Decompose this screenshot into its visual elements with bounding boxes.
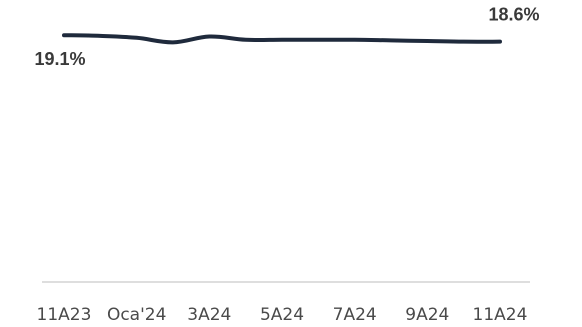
data-label-0: 19.1% [34, 49, 85, 69]
x-tick-label: 5A24 [260, 305, 304, 325]
series-layer [62, 33, 502, 45]
x-tick-label: 11A24 [473, 305, 528, 325]
x-tick-label: 11A23 [37, 305, 92, 325]
data-label-layer: 19.1% 18.6% [34, 5, 539, 70]
x-tick-label: 9A24 [405, 305, 449, 325]
data-label-1: 18.6% [488, 5, 539, 25]
x-tick-label: Oca'24 [107, 305, 166, 325]
x-tick-label: 7A24 [333, 305, 377, 325]
x-tick-layer: 11A23 Oca'24 3A24 5A24 7A24 9A24 11A24 [37, 305, 528, 325]
x-tick-label: 3A24 [187, 305, 231, 325]
series-line-0 [62, 33, 502, 45]
